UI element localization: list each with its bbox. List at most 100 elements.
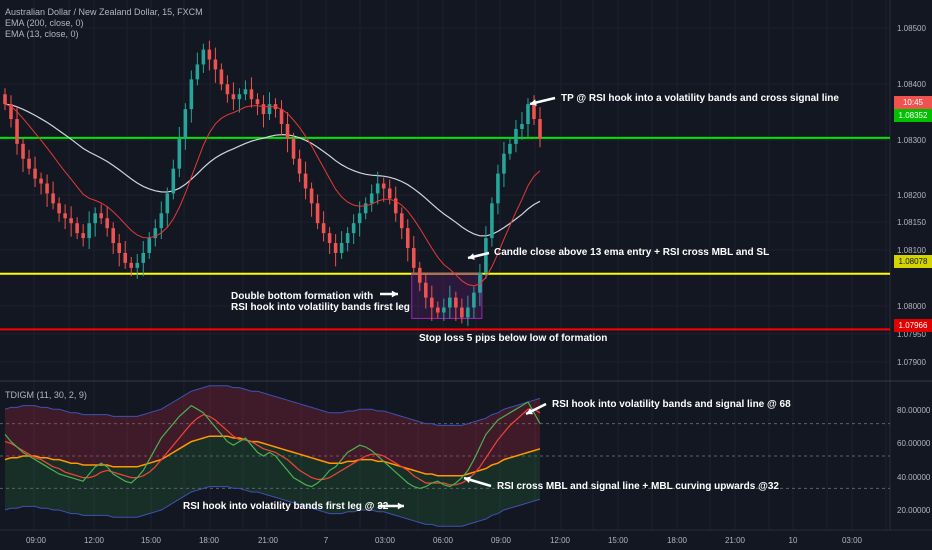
candle-body (309, 188, 314, 204)
candle-body (532, 104, 536, 120)
time-tick: 7 (323, 536, 329, 545)
candle-body (297, 158, 302, 174)
candle-body (33, 168, 37, 179)
time-tick: 03:00 (841, 536, 863, 545)
entry-price-badge: 1.08078 (894, 255, 932, 268)
time-tick: 15:00 (607, 536, 629, 545)
candle-body (351, 223, 356, 234)
double-bottom-annotation-line2: RSI hook into volatility bands first leg (231, 302, 410, 313)
candle-body (484, 238, 488, 273)
price-tick: 1.07950 (897, 330, 926, 339)
candle-body (321, 223, 326, 234)
upper-band-line (4, 385, 541, 426)
candle-body (51, 193, 55, 204)
price-tick: 1.08400 (897, 80, 926, 89)
candle-body (333, 243, 338, 253)
candle-body (387, 188, 392, 199)
candle-body (159, 213, 164, 229)
annotation-arrow-head (468, 253, 475, 260)
candle-body (9, 104, 13, 120)
candle-body (45, 183, 49, 194)
candle-body (195, 64, 200, 80)
ema13-path (4, 103, 541, 287)
candles (3, 40, 542, 326)
entry-annotation: Candle close above 13 ema entry + RSI cr… (494, 247, 770, 258)
time-tick: 12:00 (549, 536, 571, 545)
candle-body (442, 307, 446, 313)
time-tick: 21:00 (724, 536, 746, 545)
ema13-legend: EMA (13, close, 0) (5, 29, 79, 39)
candle-body (141, 252, 146, 263)
grid-lines (0, 0, 890, 530)
candle-body (411, 248, 416, 268)
candle-body (375, 183, 380, 194)
candle-body (39, 178, 43, 184)
indicator-tick: 20.00000 (897, 506, 931, 515)
candle-body (472, 292, 476, 308)
candle-body (15, 119, 19, 144)
double-bottom-annotation-line1: Double bottom formation with (231, 291, 374, 302)
annotation-arrow-head (397, 502, 404, 510)
time-tick: 21:00 (257, 536, 279, 545)
sl-price-badge: 1.07966 (894, 319, 932, 332)
price-tick: 1.08500 (897, 24, 926, 33)
candle-body (123, 252, 128, 263)
time-badge: 10:45 (894, 96, 932, 109)
candle-body (249, 89, 254, 100)
candle-body (436, 307, 440, 313)
candle-body (399, 213, 404, 229)
ema13-line (4, 103, 541, 287)
candle-body (189, 79, 194, 110)
ema200-legend: EMA (200, close, 0) (5, 18, 84, 28)
candle-body (153, 228, 158, 239)
candle-body (27, 158, 31, 169)
candle-body (21, 143, 25, 159)
candle-body (81, 233, 85, 239)
tp-annotation: TP @ RSI hook into a volatility bands an… (561, 93, 839, 104)
formation-box (411, 273, 483, 319)
candle-body (460, 307, 464, 318)
annotation-arrows (378, 96, 556, 510)
price-tick: 1.08150 (897, 218, 926, 227)
candle-body (171, 168, 176, 194)
rsi-cross-annotation: RSI cross MBL and signal line + MBL curv… (497, 481, 779, 492)
time-tick: 09:00 (25, 536, 47, 545)
indicator-tick: 40.00000 (897, 473, 931, 482)
candle-body (165, 193, 170, 214)
candle-body (339, 243, 344, 253)
candle-body (117, 243, 121, 253)
candle-body (496, 173, 500, 204)
candle-body (454, 297, 458, 308)
time-tick: 09:00 (490, 536, 512, 545)
candle-body (147, 238, 152, 253)
candle-body (57, 203, 61, 214)
candle-body (508, 143, 512, 154)
candle-body (225, 84, 230, 95)
candle-body (129, 262, 134, 268)
indicator-legend: TDIGM (11, 30, 2, 9) (5, 390, 87, 400)
candle-body (243, 89, 248, 95)
candle-body (105, 218, 109, 229)
candle-body (424, 282, 428, 298)
candle-body (219, 69, 224, 85)
candle-body (183, 109, 188, 139)
signal-line (4, 408, 541, 486)
time-tick: 06:00 (432, 536, 454, 545)
rsi-first-leg-annotation: RSI hook into volatility bands first leg… (183, 501, 389, 512)
ema200-path (4, 103, 541, 237)
annotation-arrow-head (391, 290, 398, 298)
candle-body (478, 272, 482, 293)
candle-body (213, 59, 218, 70)
annotation-arrow-head (530, 99, 537, 106)
time-tick: 18:00 (666, 536, 688, 545)
candle-body (381, 183, 386, 189)
candle-body (490, 203, 494, 239)
candle-body (393, 198, 398, 214)
time-tick: 10 (788, 536, 798, 545)
time-tick: 12:00 (83, 536, 105, 545)
candle-body (93, 213, 97, 224)
indicator-tick: 80.00000 (897, 406, 931, 415)
annotation-arrow-head (526, 408, 533, 415)
